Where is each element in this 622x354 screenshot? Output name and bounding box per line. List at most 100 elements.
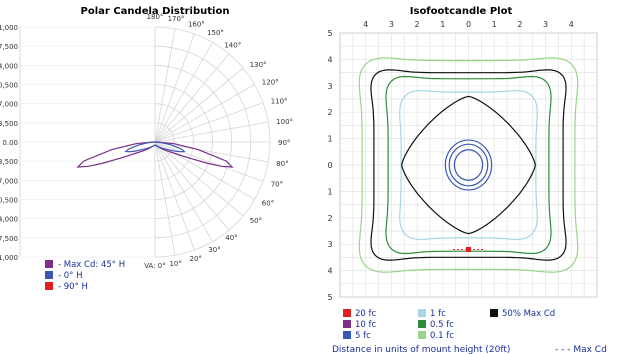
polar-angle-label-bottom: 30° [208, 246, 220, 254]
isofc-left-tick: 0 [327, 161, 332, 170]
isofc-contour [370, 69, 567, 261]
isofc-footer: Distance in units of mount height (20ft) [332, 345, 510, 354]
polar-angle-label-top: 170° [168, 15, 185, 23]
polar-grid-ray [154, 53, 230, 143]
isofc-top-tick: 1 [492, 20, 497, 29]
isofc-legend-label: 20 fc [355, 309, 377, 319]
polar-legend-swatch [45, 282, 53, 290]
polar-legend-label: - Max Cd: 45° H [58, 260, 125, 270]
polar-grid-ray [154, 141, 255, 200]
isofc-top-tick: 0 [466, 20, 471, 29]
polar-radial-tick-label: 10,500 [0, 197, 18, 205]
isofc-left-tick: 1 [327, 187, 332, 196]
polar-candela-chart: Polar Candela Distribution 21,000 17,500 1… [0, 6, 293, 292]
polar-radial-tick-labels: 21,000 17,500 14,000 10,500 7,000 3,500 0.00 3,… [0, 24, 18, 262]
polar-radial-tick-label: 17,500 [0, 43, 18, 51]
polar-grid-ray [154, 141, 244, 217]
polar-grid-ray [154, 121, 269, 143]
isofc-left-tick: 5 [327, 29, 332, 38]
polar-angle-label-right: 80° [276, 160, 288, 168]
isofc-legend-swatch [343, 331, 351, 339]
isofc-legend-swatch [418, 320, 426, 328]
polar-angle-label-right: 60° [262, 200, 274, 208]
polar-grid-ray [154, 141, 269, 163]
isofc-legend-label: 5 fc [355, 331, 371, 341]
polar-angle-labels: 180° 170°160°150°140° 130° 120° 110° 100° 90° 8… [144, 13, 293, 270]
isofc-legend-swatch [418, 331, 426, 339]
isofc-left-tick: 4 [327, 267, 332, 276]
isofc-left-tick: 3 [327, 82, 332, 91]
polar-grid-ray [154, 84, 255, 143]
polar-grid [19, 26, 271, 258]
isofc-top-tick: 4 [569, 20, 574, 29]
isofc-contour [358, 57, 579, 273]
isofc-left-tick: 2 [327, 108, 332, 117]
isofc-contour-5fc [448, 143, 489, 187]
polar-grid-ray [154, 141, 176, 256]
isofc-maxcd-point [466, 246, 471, 252]
polar-angle-label-right: 100° [276, 118, 293, 126]
isofc-legend-swatch [343, 309, 351, 317]
polar-angle-label-right: 130° [250, 61, 267, 69]
isofc-legend-label: 0.1 fc [430, 331, 454, 341]
polar-legend-label: - 90° H [58, 282, 88, 292]
polar-curves [76, 141, 234, 168]
isofc-left-tick: 2 [327, 214, 332, 223]
isofc-top-tick: 3 [543, 20, 548, 29]
polar-angle-label-bottom: 20° [189, 255, 201, 263]
polar-grid-ray [154, 141, 230, 231]
polar-angle-label-bottom: 40° [225, 234, 237, 242]
isofc-legend-label: 50% Max Cd [502, 309, 555, 319]
isofc-legend-swatch [418, 309, 426, 317]
isofc-chart-title: Isofootcandle Plot [410, 6, 513, 17]
isofc-legend-swatch [490, 309, 498, 317]
polar-angle-label-right: 120° [262, 79, 279, 87]
polar-radial-tick-label: 3,500 [0, 158, 18, 166]
polar-radial-tick-label: 7,000 [0, 177, 18, 185]
polar-legend: - Max Cd: 45° H- 0° H- 90° H [45, 260, 125, 292]
polar-angle-label-top: 160° [188, 20, 205, 28]
isofc-contour-5fc [444, 139, 493, 191]
isofc-left-tick: 4 [327, 55, 332, 64]
polar-series-curve [124, 141, 186, 153]
polar-radial-tick-label: 14,000 [0, 62, 18, 70]
isofc-contour-50pct [401, 95, 536, 235]
isofc-maxcd-legend: - - - Max Cd [555, 345, 607, 354]
isofc-contour-5fc [453, 149, 484, 181]
polar-radial-tick-label: 3,500 [0, 120, 18, 128]
isofc-contour [385, 75, 552, 255]
polar-angle-label-top: 150° [207, 29, 224, 37]
isofc-top-tick: 3 [389, 20, 394, 29]
polar-angle-label-top: 180° [147, 13, 164, 21]
polar-angle-label-bottom: VA: 0° [144, 262, 166, 270]
polar-radial-tick-label: 17,500 [0, 235, 18, 243]
isofc-top-tick: 2 [415, 20, 420, 29]
polar-legend-swatch [45, 271, 53, 279]
isofootcandle-chart: Isofootcandle Plot 4 3 2 1 0 1 2 3 4 5 4 3 2 1 0 1 2 3 4 5 … [327, 6, 606, 354]
polar-radial-tick-label: 10,500 [0, 82, 18, 90]
isofc-legend-label: 1 fc [430, 309, 446, 319]
polar-angle-label-right: 50° [250, 217, 262, 225]
polar-legend-swatch [45, 260, 53, 268]
polar-grid-ray [154, 141, 195, 251]
isofc-top-tick: 1 [440, 20, 445, 29]
polar-angle-label-right: 90° [278, 139, 290, 147]
polar-radial-tick-label: 7,000 [0, 101, 18, 109]
polar-radial-tick-label: 0.00 [2, 139, 18, 147]
isofc-left-tick: 3 [327, 240, 332, 249]
isofc-top-tick: 2 [517, 20, 522, 29]
isofc-legend-label: 0.5 fc [430, 320, 454, 330]
polar-grid-ray [154, 67, 244, 143]
polar-grid-ray [154, 141, 213, 242]
polar-radial-tick-label: 21,000 [0, 24, 18, 32]
isofc-top-tick: 4 [363, 20, 368, 29]
isofc-left-tick: 5 [327, 293, 332, 302]
polar-radial-tick-label: 21,000 [0, 254, 18, 262]
polar-angle-label-top: 140° [224, 41, 241, 49]
polar-angle-label-right: 110° [271, 98, 288, 106]
polar-legend-label: - 0° H [58, 271, 83, 281]
polar-radial-tick-label: 14,000 [0, 216, 18, 224]
polar-angle-label-bottom: 10° [169, 260, 181, 268]
